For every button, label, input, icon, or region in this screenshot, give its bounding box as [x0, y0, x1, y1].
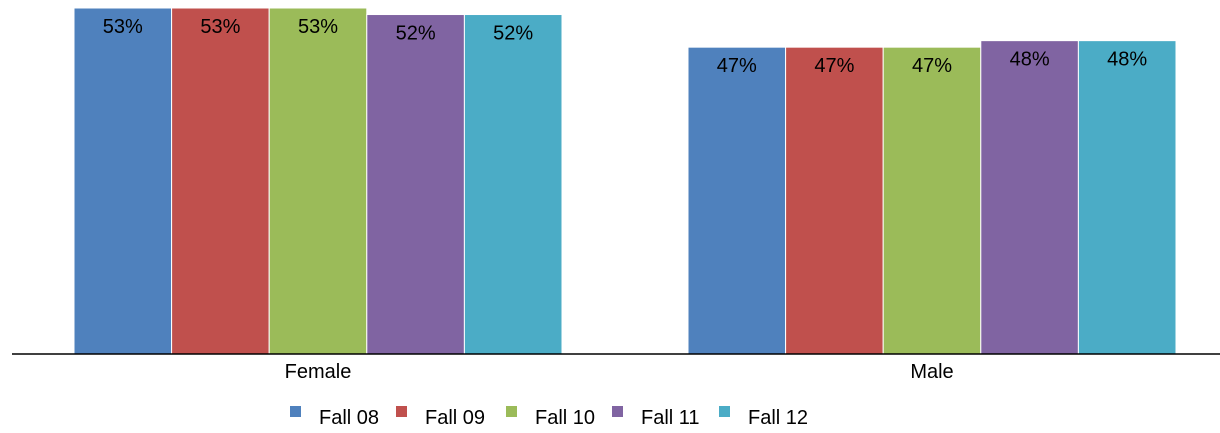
data-label: 47%	[717, 55, 757, 77]
x-tick-label: Male	[910, 361, 953, 383]
legend-label: Fall 10	[535, 407, 595, 429]
data-labels-group: 53% 53% 53% 52% 52% 47% 47% 47% 48% 48%	[103, 16, 1148, 77]
data-label: 53%	[103, 16, 143, 38]
legend-swatch	[396, 406, 407, 417]
data-label: 53%	[298, 16, 338, 38]
data-label: 48%	[1107, 49, 1147, 71]
legend-label: Fall 11	[641, 407, 700, 429]
x-tick-labels-group: Female Male	[285, 361, 954, 383]
bar-male-fall-11	[980, 40, 1079, 355]
bar-male-fall-10	[882, 46, 982, 355]
bar-female-fall-12	[463, 14, 563, 355]
legend-label: Fall 09	[425, 407, 485, 429]
bar-female-fall-10	[268, 7, 368, 355]
data-label: 48%	[1010, 49, 1050, 71]
legend-label: Fall 08	[319, 407, 379, 429]
legend-label: Fall 12	[748, 407, 808, 429]
data-label: 53%	[200, 16, 240, 38]
bar-male-fall-08	[687, 46, 787, 355]
legend: Fall 08 Fall 09 Fall 10 Fall 11 Fall 12	[290, 406, 808, 429]
legend-swatch	[719, 406, 730, 417]
legend-swatch	[506, 406, 517, 417]
data-label: 52%	[396, 23, 436, 45]
data-label: 47%	[814, 55, 854, 77]
legend-swatch	[612, 406, 623, 417]
bar-female-fall-11	[366, 14, 465, 355]
x-tick-label: Female	[285, 361, 352, 383]
data-label: 47%	[912, 55, 952, 77]
bar-male-fall-09	[785, 46, 884, 355]
bars-group	[73, 7, 1177, 355]
bar-male-fall-12	[1077, 40, 1177, 355]
legend-swatch	[290, 406, 301, 417]
bar-female-fall-08	[73, 7, 173, 355]
data-label: 52%	[493, 23, 533, 45]
bar-female-fall-09	[171, 7, 270, 355]
